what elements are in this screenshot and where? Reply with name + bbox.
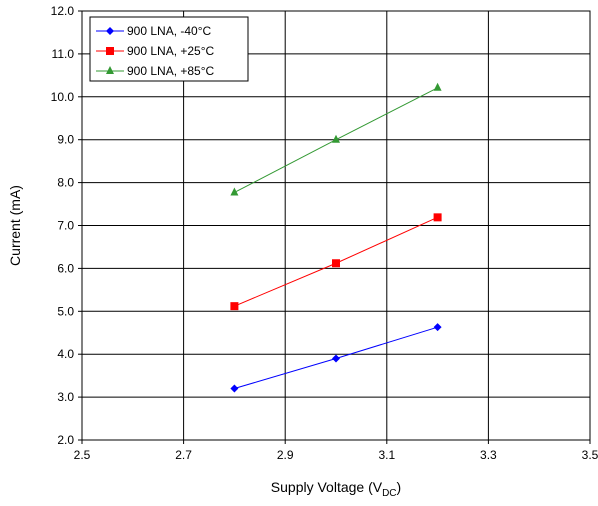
x-tick-label: 3.5 (582, 448, 598, 462)
series-1 (230, 323, 442, 393)
data-point (332, 354, 340, 363)
data-point (332, 134, 340, 143)
data-point (433, 213, 442, 222)
series-3 (230, 82, 442, 196)
x-tick-label: 3.3 (480, 448, 497, 462)
y-tick-label: 12.0 (51, 4, 75, 18)
y-tick-label: 8.0 (57, 176, 74, 190)
y-tick-label: 5.0 (57, 304, 74, 318)
data-point (230, 302, 239, 311)
y-tick-label: 3.0 (57, 390, 74, 404)
x-axis-title: Supply Voltage (VDC) (271, 479, 401, 499)
y-tick-label: 6.0 (57, 261, 74, 275)
legend-marker (106, 27, 114, 35)
x-axis-title-close: ) (397, 479, 402, 495)
data-point (230, 187, 239, 196)
data-point (230, 384, 239, 393)
legend-label: 900 LNA, +85°C (127, 64, 215, 78)
x-tick-label: 2.5 (74, 448, 91, 462)
series-2 (230, 213, 442, 311)
y-tick-label: 2.0 (57, 433, 74, 447)
legend-marker (106, 66, 114, 74)
legend: 900 LNA, -40°C 900 LNA, +25°C 900 LNA, +85… (89, 16, 249, 82)
y-tick-label: 9.0 (57, 133, 74, 147)
legend-item: 900 LNA, +85°C (96, 64, 215, 78)
y-axis-title: Current (mA) (7, 185, 23, 266)
legend-item: 900 LNA, +25°C (96, 44, 215, 58)
legend-label: 900 LNA, +25°C (127, 44, 215, 58)
x-axis-title-main: Supply Voltage (V (271, 479, 383, 495)
legend-box (89, 16, 249, 82)
data-point (332, 259, 340, 268)
y-tick-label: 4.0 (57, 347, 74, 361)
x-axis-title-subscript: DC (382, 488, 396, 499)
y-tick-label: 7.0 (57, 219, 74, 233)
data-point (433, 82, 442, 91)
series-group (230, 82, 442, 393)
x-axis-ticks: 2.5 2.7 2.9 3.1 3.3 3.5 (74, 440, 598, 462)
legend-label: 900 LNA, -40°C (127, 24, 212, 38)
y-tick-label: 10.0 (51, 90, 75, 104)
x-tick-label: 2.7 (175, 448, 192, 462)
y-axis-ticks: 2.0 3.0 4.0 5.0 6.0 7.0 8.0 9.0 10.0 11.0 12.0 (51, 4, 82, 447)
legend-marker (106, 47, 114, 55)
y-tick-label: 11.0 (52, 47, 75, 61)
x-tick-label: 2.9 (277, 448, 294, 462)
data-point (433, 323, 442, 332)
x-tick-label: 3.1 (378, 448, 395, 462)
legend-item: 900 LNA, -40°C (96, 24, 212, 38)
